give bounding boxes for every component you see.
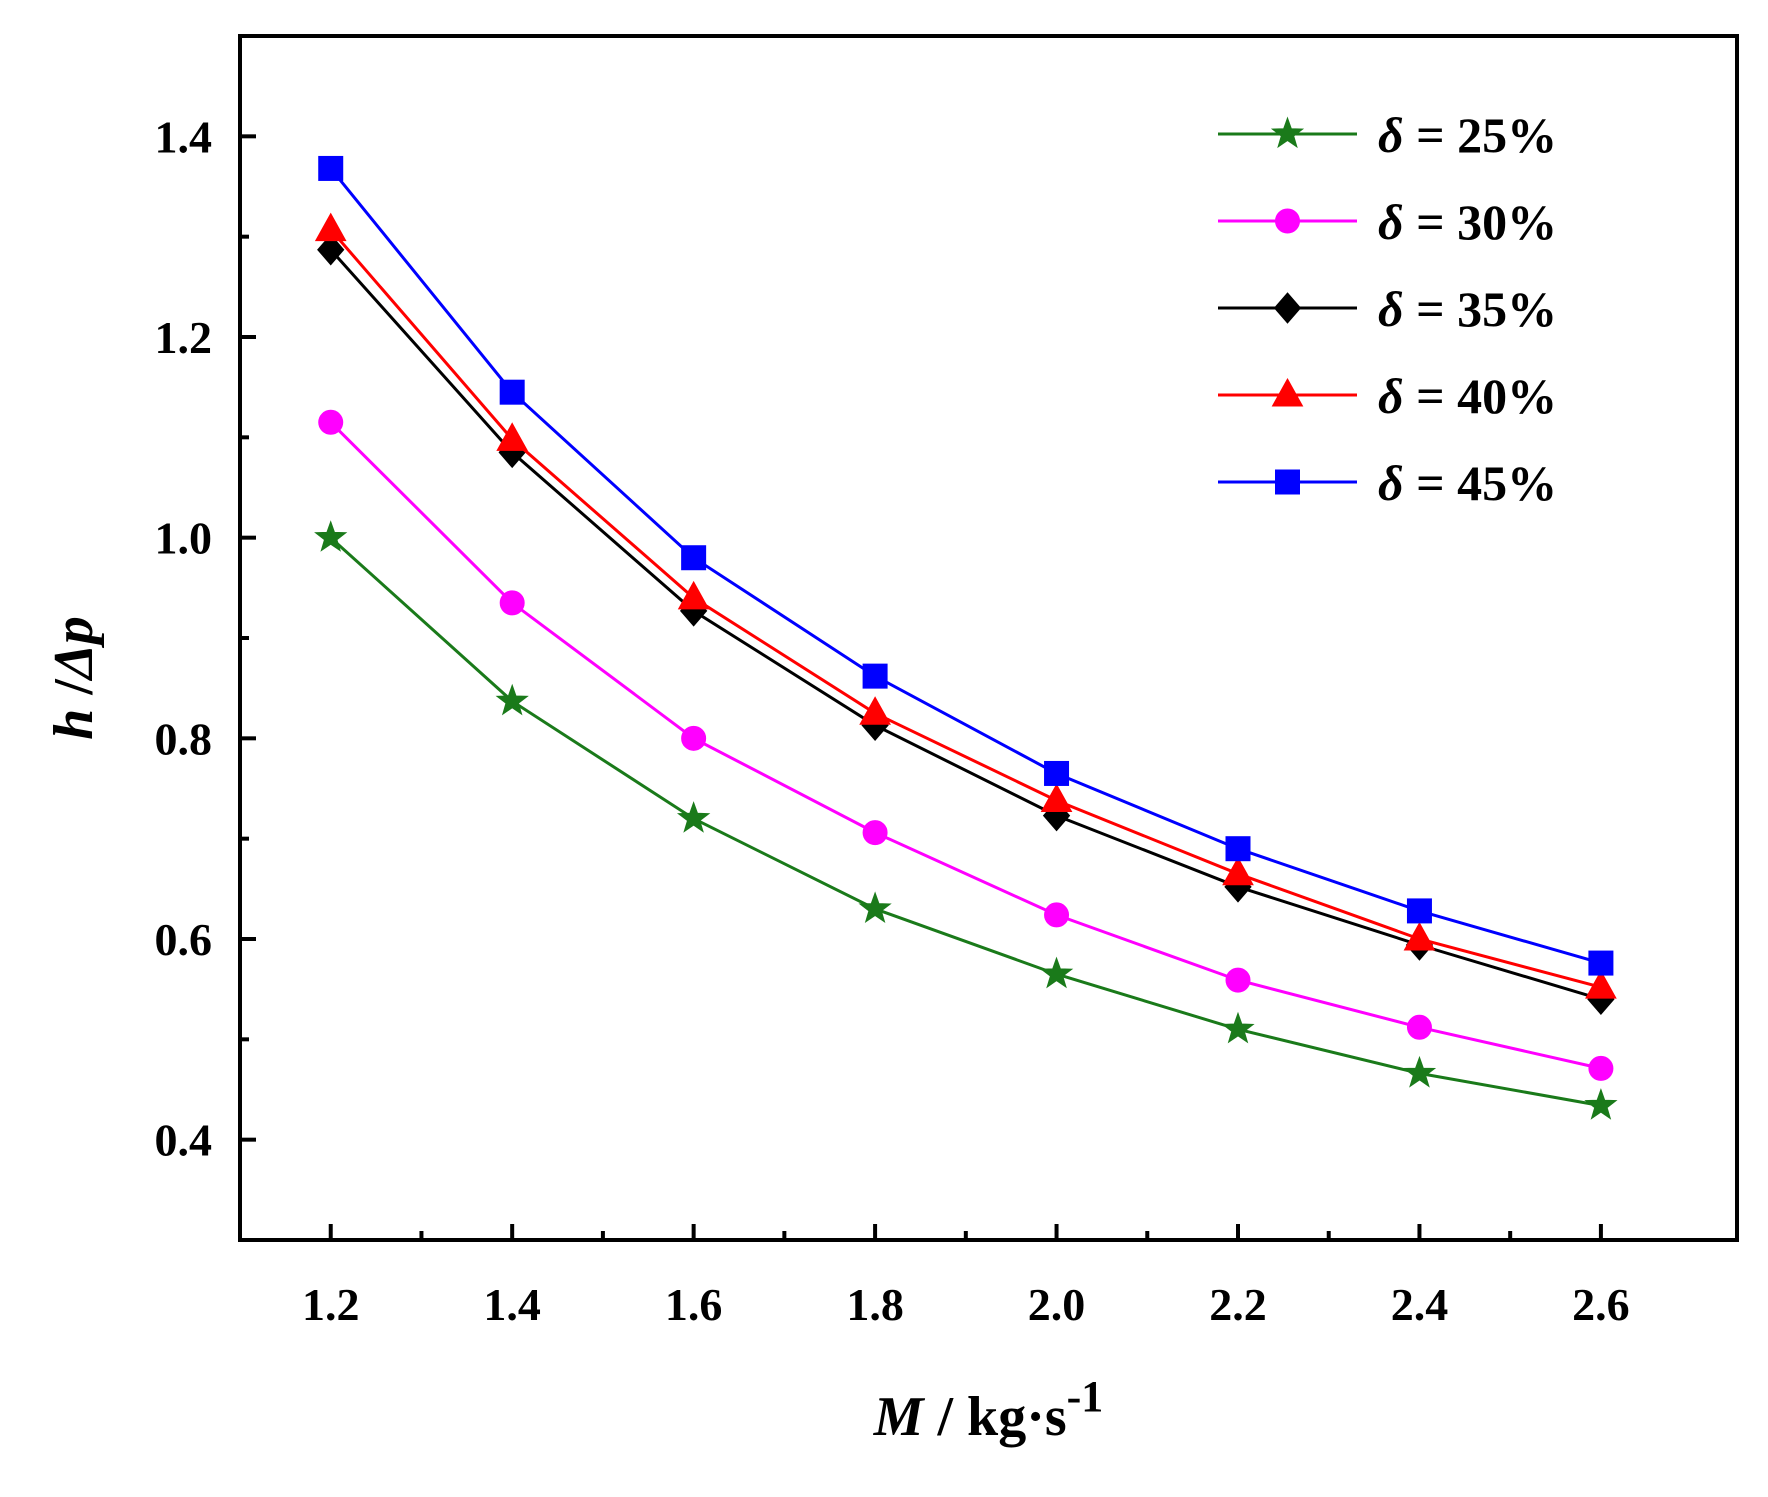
y-tick-label: 0.6	[155, 914, 213, 965]
legend-value: = 45%	[1404, 455, 1558, 511]
y-axis-separator: /	[43, 678, 105, 709]
data-point	[1585, 970, 1617, 999]
x-axis-var: M	[873, 1386, 926, 1448]
data-point	[1039, 956, 1074, 989]
data-point	[1406, 898, 1432, 924]
data-point	[1406, 1014, 1432, 1040]
series-line	[329, 228, 1602, 989]
x-tick-label: 1.6	[665, 1279, 723, 1330]
legend: δ = 25%δ = 30%δ = 35%δ = 40%δ = 45%	[1218, 107, 1557, 511]
data-point	[1225, 836, 1251, 862]
legend-label: δ = 40%	[1378, 368, 1557, 424]
y-tick-label: 1.2	[155, 312, 213, 363]
legend-label: δ = 25%	[1378, 107, 1557, 163]
legend-entry: δ = 35%	[1218, 281, 1557, 337]
x-axis-title: M / kg·s-1	[873, 1372, 1104, 1448]
y-tick-label: 1.0	[155, 513, 213, 564]
x-axis-unit: / kg·s	[923, 1386, 1066, 1448]
axis-ticks: 1.2 1.4 1.6 1.8 2.0 2.2 2.4 2.6 0.4 0.6 0.8 1.0 1.2 1…	[155, 111, 1630, 1330]
legend-entry: δ = 45%	[1218, 455, 1557, 511]
series-triangle	[314, 212, 1617, 999]
legend-value: = 35%	[1404, 281, 1558, 337]
data-point	[1040, 783, 1073, 813]
x-axis-unit-exponent: -1	[1067, 1372, 1104, 1421]
data-point	[862, 663, 888, 689]
series-diamond	[317, 233, 1615, 1015]
y-tick-label: 0.4	[155, 1115, 213, 1166]
x-tick-label: 1.8	[846, 1279, 904, 1330]
legend-value: = 25%	[1404, 107, 1558, 163]
legend-entry: δ = 25%	[1218, 107, 1557, 163]
series-square	[318, 155, 1614, 976]
series-line	[329, 421, 1602, 1070]
legend-marker	[1273, 292, 1302, 324]
data-point	[1222, 856, 1254, 886]
legend-symbol: δ	[1378, 194, 1404, 250]
data-point	[317, 233, 345, 266]
data-point	[314, 520, 348, 552]
data-point	[495, 683, 529, 716]
y-tick-label: 0.8	[155, 713, 213, 764]
legend-symbol: δ	[1378, 455, 1404, 511]
legend-label: δ = 45%	[1378, 455, 1557, 511]
data-point	[1588, 1055, 1614, 1081]
data-point	[859, 696, 891, 725]
legend-symbol: δ	[1378, 107, 1404, 163]
legend-marker	[1275, 469, 1300, 495]
data-point	[318, 155, 344, 181]
legend-value: = 40%	[1404, 368, 1558, 424]
series-star	[314, 520, 1618, 1120]
data-point	[318, 409, 344, 435]
data-point	[496, 422, 529, 451]
series-layer	[314, 155, 1618, 1120]
y-axis-title: h /Δp	[43, 616, 105, 740]
data-point	[1588, 950, 1614, 976]
legend-label: δ = 35%	[1378, 281, 1557, 337]
x-tick-label: 2.6	[1572, 1279, 1630, 1330]
legend-entry: δ = 30%	[1218, 194, 1557, 250]
data-point	[1225, 967, 1251, 993]
data-point	[1584, 1088, 1618, 1120]
legend-symbol: δ	[1378, 368, 1404, 424]
legend-marker	[1271, 377, 1304, 407]
data-point	[314, 212, 347, 242]
data-point	[676, 801, 711, 833]
y-axis-var-h: h	[43, 709, 105, 740]
data-point	[499, 590, 525, 616]
data-point	[1044, 760, 1070, 786]
x-tick-label: 2.4	[1391, 1279, 1449, 1330]
data-point	[681, 545, 707, 571]
data-point	[862, 820, 888, 846]
y-axis-var-dp: Δp	[43, 616, 105, 681]
x-tick-label: 1.2	[302, 1279, 360, 1330]
legend-symbol: δ	[1378, 281, 1404, 337]
legend-entry: δ = 40%	[1218, 368, 1557, 424]
x-tick-label: 2.2	[1209, 1279, 1267, 1330]
y-tick-label: 1.4	[155, 111, 213, 162]
data-point	[1403, 921, 1436, 951]
legend-value: = 30%	[1404, 194, 1558, 250]
x-tick-label: 2.0	[1028, 1279, 1086, 1330]
series-circle	[318, 409, 1614, 1081]
series-line	[329, 248, 1602, 1001]
data-point	[499, 379, 525, 405]
series-line	[329, 167, 1602, 965]
data-point	[677, 580, 710, 610]
series-line	[329, 536, 1602, 1108]
data-point	[1044, 902, 1070, 928]
legend-marker	[1275, 208, 1300, 234]
x-tick-label: 1.4	[483, 1279, 541, 1330]
legend-marker	[1270, 116, 1305, 149]
data-point	[1402, 1055, 1437, 1088]
legend-label: δ = 30%	[1378, 194, 1557, 250]
data-point	[858, 891, 892, 923]
data-point	[1221, 1011, 1255, 1044]
data-point	[681, 725, 707, 751]
